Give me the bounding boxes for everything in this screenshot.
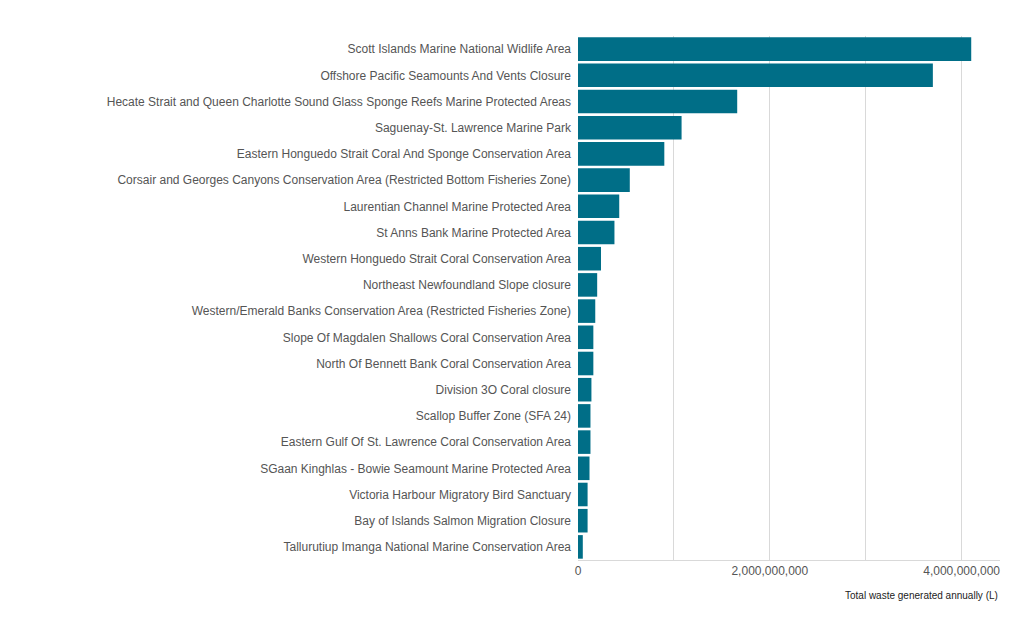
svg-text:Northeast Newfoundland Slope c: Northeast Newfoundland Slope closure	[363, 278, 571, 292]
svg-text:Eastern Gulf Of St. Lawrence C: Eastern Gulf Of St. Lawrence Coral Conse…	[281, 435, 571, 449]
svg-text:Scallop Buffer Zone (SFA 24): Scallop Buffer Zone (SFA 24)	[416, 409, 571, 423]
svg-text:Scott Islands Marine National: Scott Islands Marine National Widlife Ar…	[348, 42, 572, 56]
svg-text:4,000,000,000: 4,000,000,000	[923, 564, 1000, 578]
svg-text:Victoria Harbour Migratory Bir: Victoria Harbour Migratory Bird Sanctuar…	[349, 488, 571, 502]
svg-text:SGaan Kinghlas - Bowie Seamoun: SGaan Kinghlas - Bowie Seamount Marine P…	[260, 462, 571, 476]
svg-text:Saguenay-St. Lawrence Marine P: Saguenay-St. Lawrence Marine Park	[375, 121, 572, 135]
svg-text:Corsair and Georges Canyons Co: Corsair and Georges Canyons Conservation…	[117, 173, 571, 187]
svg-text:0: 0	[575, 564, 582, 578]
svg-text:2,000,000,000: 2,000,000,000	[731, 564, 808, 578]
svg-text:St Anns Bank Marine Protected: St Anns Bank Marine Protected Area	[376, 226, 571, 240]
svg-text:Total waste generated annually: Total waste generated annually (L)	[845, 590, 998, 601]
svg-text:Bay of Islands Salmon Migratio: Bay of Islands Salmon Migration Closure	[354, 514, 571, 528]
svg-text:Western Honguedo Strait Coral: Western Honguedo Strait Coral Conservati…	[302, 252, 571, 266]
svg-text:Eastern Honguedo Strait Coral: Eastern Honguedo Strait Coral And Sponge…	[237, 147, 572, 161]
svg-text:Hecate Strait and Queen Charlo: Hecate Strait and Queen Charlotte Sound …	[107, 95, 571, 109]
svg-text:North Of Bennett Bank Coral Co: North Of Bennett Bank Coral Conservation…	[316, 357, 571, 371]
svg-text:Offshore Pacific Seamounts And: Offshore Pacific Seamounts And Vents Clo…	[320, 69, 571, 83]
svg-text:Slope Of Magdalen Shallows Cor: Slope Of Magdalen Shallows Coral Conserv…	[283, 331, 571, 345]
svg-text:Division 3O Coral closure: Division 3O Coral closure	[436, 383, 572, 397]
svg-text:Laurentian Channel Marine Prot: Laurentian Channel Marine Protected Area	[344, 200, 572, 214]
svg-text:Tallurutiup Imanga National Ma: Tallurutiup Imanga National Marine Conse…	[284, 540, 572, 554]
svg-text:Western/Emerald Banks Conserva: Western/Emerald Banks Conservation Area …	[192, 304, 571, 318]
